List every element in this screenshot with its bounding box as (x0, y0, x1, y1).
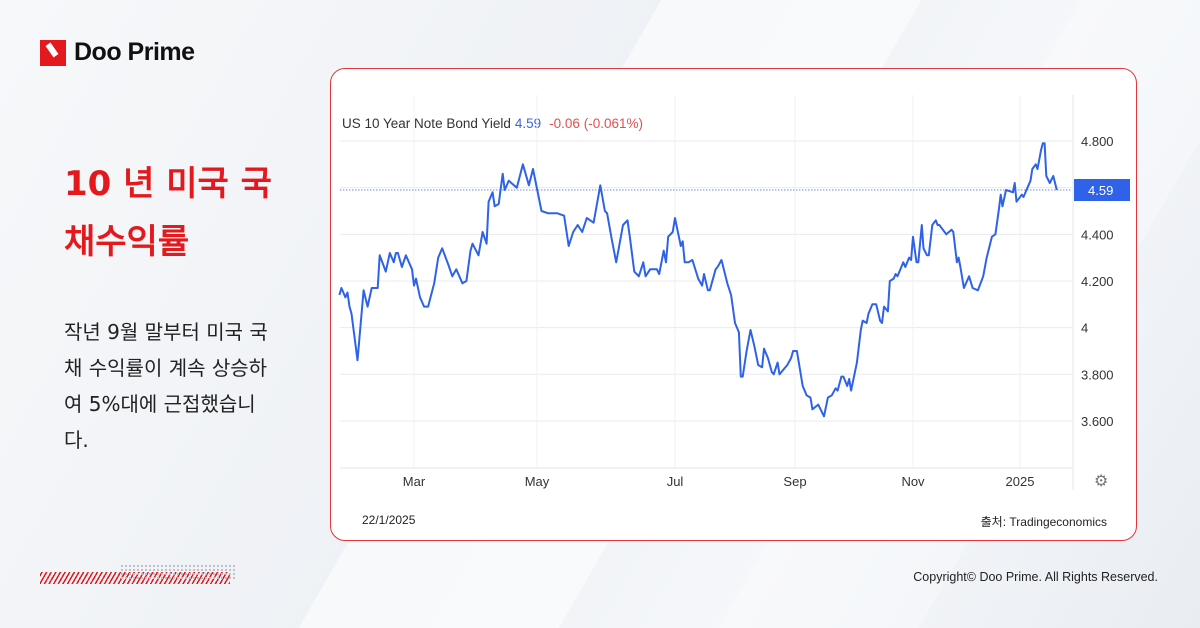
description-line: 채 수익률이 계속 상승하 (64, 356, 268, 380)
description: 작년 9월 말부터 미국 국 채 수익률이 계속 상승하 여 5%대에 근접했습… (64, 314, 314, 458)
chart-header: US 10 Year Note Bond Yield 4.59 -0.06 (-0.… (342, 116, 643, 131)
y-tick-label: 3.600 (1081, 414, 1114, 429)
description-line: 작년 9월 말부터 미국 국 (64, 320, 268, 344)
change-percent: (-0.061%) (583, 116, 643, 131)
chart-card (330, 68, 1137, 541)
yield-series-line (338, 142, 1058, 418)
current-value-label: 4.59 (1088, 183, 1113, 198)
x-tick-label: Mar (403, 474, 426, 489)
headline-line: 10 년 미국 국 (64, 164, 272, 204)
change-value: -0.06 (549, 116, 580, 131)
description-line: 다. (64, 428, 89, 452)
y-tick-label: 4 (1081, 321, 1088, 336)
x-tick-label: Nov (901, 474, 925, 489)
x-tick-label: Jul (667, 474, 684, 489)
headline: 10 년 미국 국 채수익률 (64, 155, 272, 271)
last-value: 4.59 (514, 116, 542, 131)
description-line: 여 5%대에 근접했습니 (64, 392, 256, 416)
brand-name: Doo Prime (74, 38, 195, 66)
brand-logo: Doo Prime (40, 38, 195, 67)
headline-line: 채수익률 (64, 222, 190, 262)
gear-icon[interactable]: ⚙ (1094, 473, 1109, 490)
chart-date: 22/1/2025 (362, 513, 416, 527)
y-tick-label: 4.400 (1081, 227, 1114, 242)
y-tick-label: 3.800 (1081, 367, 1114, 382)
current-value-badge (1074, 178, 1130, 201)
decorative-dots (120, 564, 235, 580)
x-tick-label: Sep (783, 474, 806, 489)
x-tick-label: May (525, 474, 550, 489)
y-tick-label: 4.800 (1081, 134, 1114, 149)
copyright: Copyright© Doo Prime. All Rights Reserve… (913, 570, 1158, 584)
chart-title: US 10 Year Note Bond Yield (342, 116, 511, 131)
doo-prime-logo-icon (40, 39, 66, 66)
y-tick-label: 4.200 (1081, 274, 1114, 289)
chart-source: 출처: Tradingeconomics (980, 515, 1107, 529)
x-tick-label: 2025 (1006, 474, 1035, 489)
